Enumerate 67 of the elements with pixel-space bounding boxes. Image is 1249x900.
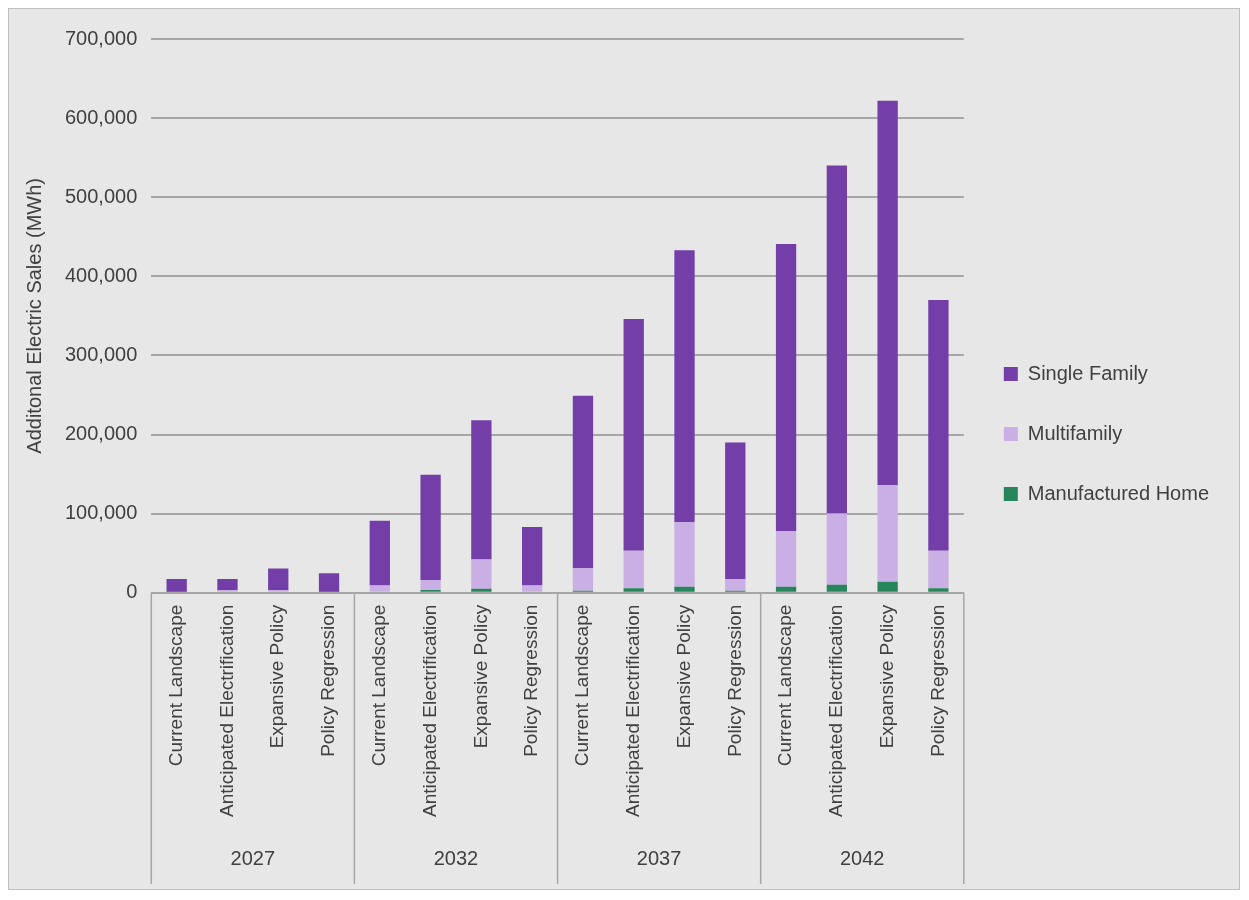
x-tick-label: Policy Regression — [520, 604, 542, 757]
bar — [572, 395, 594, 569]
legend-label: Manufactured Home — [1027, 481, 1209, 504]
bar — [775, 586, 797, 592]
y-tick-label: 100,000 — [65, 501, 138, 524]
x-tick-label: Expansive Policy — [875, 604, 897, 749]
y-tick-label: 400,000 — [65, 263, 138, 286]
bar — [420, 474, 441, 581]
x-tick-label: Anticipated Electrification — [621, 604, 643, 818]
y-tick-label: 600,000 — [65, 105, 138, 128]
y-tick-label: 500,000 — [65, 184, 138, 207]
text: 2032 — [433, 846, 479, 869]
bar — [522, 527, 543, 586]
x-tick-label: Expansive Policy — [266, 604, 288, 749]
bar — [674, 522, 695, 587]
bar — [318, 573, 340, 592]
bar — [928, 300, 949, 551]
x-tick-label: Current Landscape — [164, 604, 186, 767]
bar — [826, 513, 847, 585]
y-tick-label: 300,000 — [65, 342, 138, 365]
bar — [420, 580, 441, 590]
text: 2042 — [839, 846, 885, 869]
bar — [522, 585, 543, 592]
y-tick-label: 0 — [126, 580, 138, 603]
x-tick-label: Expansive Policy — [672, 604, 694, 749]
bar — [725, 579, 746, 591]
x-tick-label: Policy Regression — [926, 604, 948, 757]
bar — [217, 578, 238, 591]
bar — [826, 584, 847, 592]
bar — [877, 581, 898, 592]
bar — [826, 165, 847, 514]
bar — [471, 588, 492, 592]
x-tick-label: Anticipated Electrification — [215, 604, 237, 818]
bar — [775, 531, 797, 587]
legend-label: Single Family — [1027, 361, 1148, 384]
bar — [166, 578, 187, 592]
bar — [928, 550, 949, 589]
x-tick-label: Anticipated Electrification — [825, 604, 847, 818]
x-tick-label: Expansive Policy — [469, 604, 491, 749]
legend-label: Multifamily — [1027, 421, 1123, 444]
bar — [471, 420, 492, 560]
y-axis-title: Additonal Electric Sales (MWh) — [22, 178, 45, 454]
bar — [623, 588, 644, 592]
bar — [623, 319, 644, 551]
bar — [674, 250, 695, 523]
x-tick-label: Current Landscape — [368, 604, 390, 767]
text: 2037 — [636, 846, 682, 869]
bar — [369, 520, 390, 586]
bar — [877, 485, 898, 582]
x-tick-label: Current Landscape — [774, 604, 796, 767]
x-tick-label: Current Landscape — [571, 604, 593, 767]
x-tick-label: Policy Regression — [723, 604, 745, 757]
x-tick-label: Anticipated Electrification — [418, 604, 440, 818]
bar — [268, 568, 289, 591]
bar — [725, 442, 746, 580]
bar — [674, 586, 695, 592]
bar — [369, 585, 390, 592]
bar — [877, 100, 898, 486]
x-tick-label: Policy Regression — [317, 604, 339, 757]
bar — [623, 550, 644, 589]
bar — [572, 568, 594, 591]
text: 2027 — [230, 846, 276, 869]
y-tick-label: 200,000 — [65, 422, 138, 445]
y-tick-label: 700,000 — [65, 26, 138, 49]
bar — [775, 243, 797, 532]
bar — [471, 559, 492, 589]
bar — [928, 588, 949, 592]
